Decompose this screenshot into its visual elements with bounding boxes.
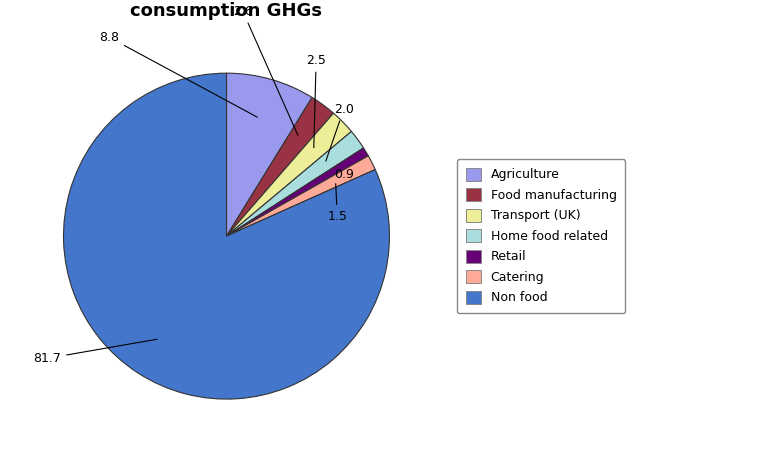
Wedge shape [226, 73, 312, 236]
Wedge shape [226, 148, 369, 236]
Wedge shape [226, 113, 351, 236]
Title: Total food consumption as %  total UK
consumption GHGs: Total food consumption as % total UK con… [34, 0, 419, 20]
Wedge shape [226, 97, 333, 236]
Text: 0.9: 0.9 [331, 168, 354, 181]
Text: 2.5: 2.5 [306, 54, 326, 148]
Text: 2.0: 2.0 [326, 102, 354, 161]
Text: 81.7: 81.7 [34, 339, 157, 365]
Wedge shape [226, 156, 375, 236]
Wedge shape [226, 131, 363, 236]
Text: 2.6: 2.6 [233, 5, 298, 135]
Wedge shape [63, 73, 390, 399]
Legend: Agriculture, Food manufacturing, Transport (UK), Home food related, Retail, Cate: Agriculture, Food manufacturing, Transpo… [457, 159, 626, 313]
Text: 8.8: 8.8 [99, 31, 258, 117]
Text: 1.5: 1.5 [327, 184, 348, 223]
